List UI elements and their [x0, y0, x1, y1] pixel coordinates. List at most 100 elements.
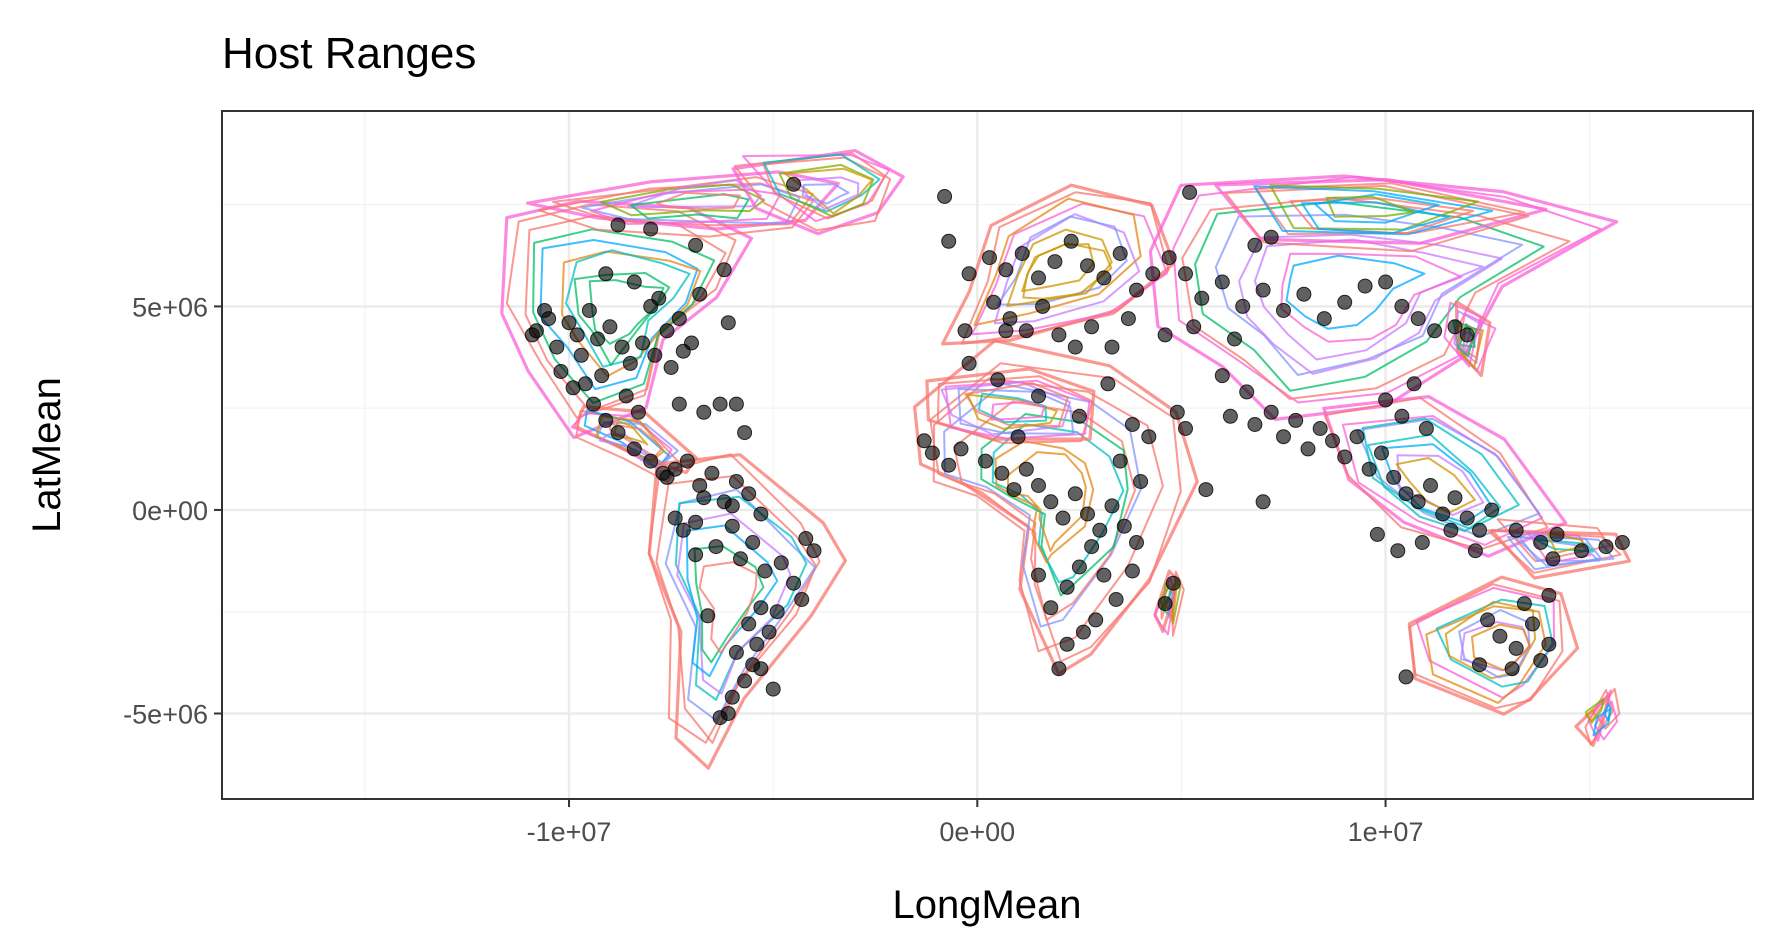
occurrence-point: [1427, 323, 1443, 339]
occurrence-point: [1031, 478, 1046, 493]
occurrence-point: [1100, 376, 1116, 392]
occurrence-point: [1406, 376, 1422, 392]
occurrence-point: [728, 396, 744, 412]
occurrence-point: [688, 514, 704, 530]
occurrence-point: [1394, 408, 1410, 424]
occurrence-point: [953, 441, 969, 457]
occurrence-point: [1288, 412, 1304, 428]
occurrence-point: [737, 425, 753, 441]
range-outline: [500, 199, 753, 440]
occurrence-point: [1276, 429, 1291, 445]
occurrence-point: [1296, 286, 1312, 302]
occurrence-point: [1247, 237, 1263, 253]
occurrence-point: [1108, 592, 1124, 607]
occurrence-point: [598, 412, 614, 428]
occurrence-point: [794, 592, 810, 607]
occurrence-point: [1378, 274, 1394, 290]
range-outline: [1443, 301, 1482, 368]
occurrence-point: [1112, 246, 1128, 261]
occurrence-point: [1337, 449, 1353, 465]
occurrence-point: [1247, 417, 1263, 432]
occurrence-point: [643, 298, 659, 314]
y-axis-ticks: 5e+06 0e+00 -5e+06: [123, 292, 222, 730]
occurrence-point: [1255, 494, 1271, 510]
occurrence-point: [1059, 636, 1075, 652]
range-outline: [1584, 709, 1597, 722]
occurrence-point: [1088, 612, 1104, 628]
x-tick-label: 0e+00: [939, 817, 1015, 847]
occurrence-point: [671, 311, 687, 327]
occurrence-point: [1398, 669, 1414, 685]
occurrence-point: [1080, 258, 1095, 274]
occurrence-point: [1414, 535, 1430, 550]
occurrence-point: [753, 506, 769, 522]
occurrence-point: [1104, 339, 1120, 355]
occurrence-point: [1014, 246, 1030, 261]
range-outline: [1356, 417, 1541, 538]
occurrence-point: [688, 547, 704, 563]
occurrence-point: [1018, 323, 1034, 339]
occurrence-point: [667, 461, 683, 477]
occurrence-point: [1047, 254, 1063, 270]
occurrence-point: [806, 543, 822, 559]
occurrence-point: [1443, 522, 1459, 538]
occurrence-point: [1459, 510, 1475, 526]
range-outline: [940, 381, 1071, 436]
occurrence-point: [769, 604, 785, 620]
range-outline: [801, 183, 850, 205]
occurrence-point: [1096, 270, 1112, 286]
occurrence-point: [1337, 294, 1353, 310]
occurrence-point: [1545, 551, 1561, 567]
occurrence-point: [610, 425, 626, 441]
range-outline: [932, 377, 1164, 653]
occurrence-point: [786, 575, 802, 591]
range-outline: [698, 561, 758, 654]
occurrence-point: [1133, 474, 1149, 489]
occurrence-point: [626, 274, 642, 290]
range-outline: [1255, 182, 1526, 235]
occurrence-point: [573, 347, 589, 363]
occurrence-point: [1386, 469, 1402, 485]
occurrence-point: [1018, 461, 1034, 477]
occurrence-point: [1480, 612, 1496, 628]
occurrence-point: [741, 486, 757, 502]
occurrence-point: [1096, 567, 1112, 583]
occurrence-point: [765, 681, 781, 697]
occurrence-point: [561, 315, 577, 331]
occurrence-point: [1112, 453, 1128, 469]
y-axis-title: LatMean: [25, 377, 69, 533]
occurrence-point: [728, 644, 744, 660]
occurrence-point: [614, 339, 630, 355]
occurrence-point: [1222, 408, 1238, 424]
occurrence-point: [1598, 539, 1614, 555]
occurrence-point: [1051, 661, 1067, 677]
occurrence-point: [679, 453, 695, 469]
occurrence-point: [1145, 266, 1161, 282]
occurrence-point: [1369, 526, 1385, 542]
range-outline: [1322, 395, 1568, 558]
occurrence-point: [1492, 628, 1508, 644]
range-outline: [966, 393, 1058, 430]
occurrence-point: [1165, 575, 1181, 591]
occurrence-point: [610, 217, 626, 233]
occurrence-point: [724, 498, 740, 514]
occurrence-point: [1124, 417, 1140, 432]
occurrence-point: [1390, 543, 1406, 559]
occurrence-point: [626, 441, 642, 457]
occurrence-point: [1349, 429, 1365, 445]
occurrence-point: [728, 474, 744, 489]
range-outline: [598, 433, 649, 462]
occurrence-point: [1043, 600, 1059, 616]
occurrence-point: [741, 616, 757, 632]
occurrence-point: [1194, 290, 1210, 306]
occurrence-point: [1129, 282, 1144, 298]
occurrence-point: [1263, 404, 1279, 420]
range-outline: [944, 379, 1091, 440]
occurrence-point: [1043, 494, 1059, 510]
occurrence-point: [1161, 250, 1177, 266]
occurrence-point: [986, 294, 1002, 310]
occurrence-point: [663, 360, 679, 375]
range-outline: [1148, 174, 1619, 421]
occurrence-point: [924, 445, 940, 461]
occurrence-point: [1075, 624, 1091, 640]
